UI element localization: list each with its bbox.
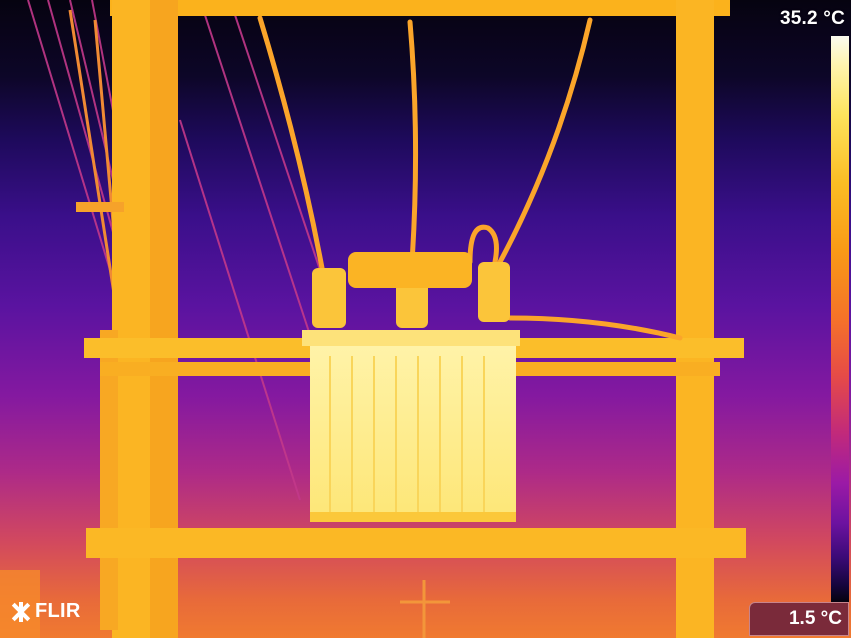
min-temperature-label: 1.5 °C — [749, 602, 849, 636]
max-temperature-label: 35.2 °C — [780, 8, 845, 29]
temperature-scale-bar — [831, 36, 849, 602]
logo-text: FLIR — [35, 600, 81, 622]
flir-logo: FLIR — [10, 600, 81, 623]
flir-logo-icon — [11, 601, 31, 622]
